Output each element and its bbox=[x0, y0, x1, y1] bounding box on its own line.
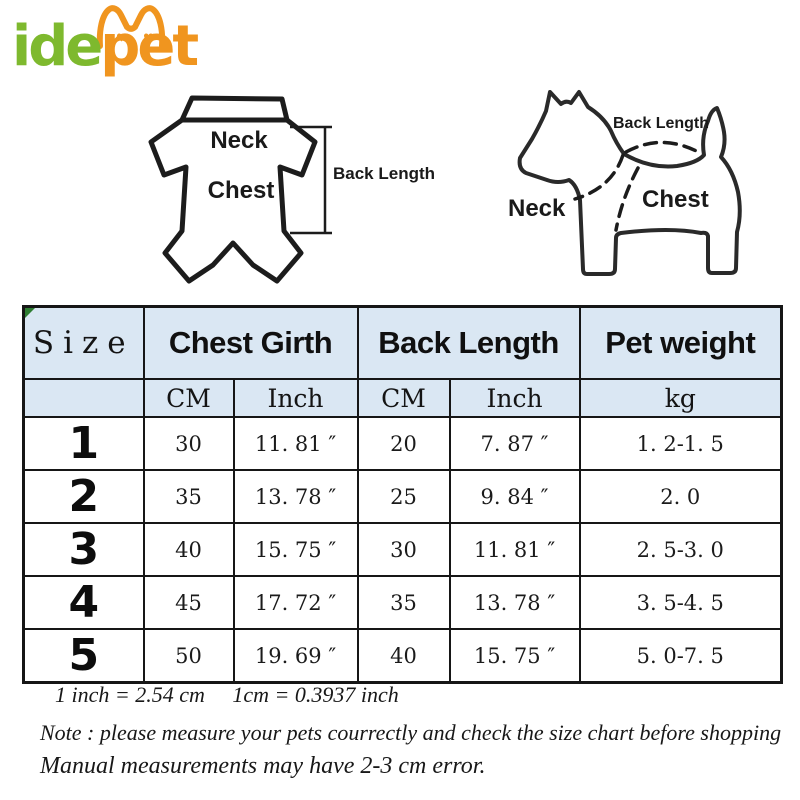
weight-value: 5. 0-7. 5 bbox=[578, 628, 783, 684]
unit-weight-kg: kg bbox=[578, 378, 783, 418]
header-row-main: Size Chest Girth Back Length Pet weight bbox=[22, 305, 783, 380]
weight-value: 2. 0 bbox=[578, 469, 783, 524]
brand-name-ide: ide bbox=[12, 14, 103, 79]
dog-neck-dashed-line bbox=[573, 153, 625, 201]
back-inch-value: 9. 84 ″ bbox=[448, 469, 581, 524]
chest-cm-value: 40 bbox=[142, 522, 235, 577]
back-cm-value: 20 bbox=[356, 416, 451, 471]
chest-cm-value: 30 bbox=[142, 416, 235, 471]
unit-chest-inch: Inch bbox=[232, 378, 359, 418]
size-row-4: 4 45 17. 72 ″ 35 13. 78 ″ 3. 5-4. 5 bbox=[22, 575, 783, 630]
chest-inch-value: 11. 81 ″ bbox=[232, 416, 359, 471]
col-header-size: Size bbox=[22, 305, 145, 380]
col-header-pet-weight: Pet weight bbox=[578, 305, 783, 380]
back-inch-value: 11. 81 ″ bbox=[448, 522, 581, 577]
chest-inch-value: 19. 69 ″ bbox=[232, 628, 359, 684]
size-row-3: 3 40 15. 75 ″ 30 11. 81 ″ 2. 5-3. 0 bbox=[22, 522, 783, 577]
dog-back-length-label: Back Length bbox=[613, 115, 709, 132]
chest-cm-value: 45 bbox=[142, 575, 235, 630]
garment-collar-outline bbox=[179, 95, 290, 123]
size-value: 3 bbox=[22, 522, 145, 577]
size-value: 5 bbox=[22, 628, 145, 684]
size-value: 2 bbox=[22, 469, 145, 524]
unit-conversion-note: 1 inch = 2.54 cm 1cm = 0.3937 inch bbox=[55, 682, 399, 707]
dog-chest-label: Chest bbox=[642, 186, 709, 213]
back-inch-value: 15. 75 ″ bbox=[448, 628, 581, 684]
chest-inch-value: 15. 75 ″ bbox=[232, 522, 359, 577]
garment-chest-label: Chest bbox=[208, 177, 275, 204]
dog-neck-label: Neck bbox=[508, 195, 566, 222]
col-header-back-length: Back Length bbox=[356, 305, 581, 380]
measure-note-line2: Manual measurements may have 2-3 cm erro… bbox=[40, 753, 486, 779]
unit-back-inch: Inch bbox=[448, 378, 581, 418]
dog-back-length-dashed-line bbox=[624, 140, 704, 156]
size-value: 4 bbox=[22, 575, 145, 630]
dog-measurement-diagram: Back Length Neck Chest bbox=[508, 90, 742, 276]
size-chart-table: Size Chest Girth Back Length Pet weight … bbox=[22, 305, 784, 684]
unit-blank-cell bbox=[22, 378, 145, 418]
back-cm-value: 40 bbox=[356, 628, 451, 684]
back-cm-value: 25 bbox=[356, 469, 451, 524]
size-row-5: 5 50 19. 69 ″ 40 15. 75 ″ 5. 0-7. 5 bbox=[22, 628, 783, 684]
dog-chest-dashed-line bbox=[614, 166, 640, 232]
chest-inch-value: 13. 78 ″ bbox=[232, 469, 359, 524]
weight-value: 1. 2-1. 5 bbox=[578, 416, 783, 471]
weight-value: 3. 5-4. 5 bbox=[578, 575, 783, 630]
back-inch-value: 7. 87 ″ bbox=[448, 416, 581, 471]
weight-value: 2. 5-3. 0 bbox=[578, 522, 783, 577]
back-cm-value: 30 bbox=[356, 522, 451, 577]
size-row-2: 2 35 13. 78 ″ 25 9. 84 ″ 2. 0 bbox=[22, 469, 783, 524]
garment-back-length-label: Back Length bbox=[333, 164, 435, 183]
dog-outline bbox=[517, 90, 742, 276]
unit-back-cm: CM bbox=[356, 378, 451, 418]
header-row-units: CM Inch CM Inch kg bbox=[22, 378, 783, 418]
unit-chest-cm: CM bbox=[142, 378, 235, 418]
back-cm-value: 35 bbox=[356, 575, 451, 630]
chest-cm-value: 35 bbox=[142, 469, 235, 524]
garment-measurement-diagram: Neck Chest Back Length bbox=[148, 95, 435, 284]
size-row-1: 1 30 11. 81 ″ 20 7. 87 ″ 1. 2-1. 5 bbox=[22, 416, 783, 471]
chest-inch-value: 17. 72 ″ bbox=[232, 575, 359, 630]
col-header-chest-girth: Chest Girth bbox=[142, 305, 359, 380]
brand-name-pet: pet bbox=[100, 14, 199, 79]
back-inch-value: 13. 78 ″ bbox=[448, 575, 581, 630]
cat-ears-icon bbox=[96, 5, 166, 49]
cell-corner-marker bbox=[25, 308, 35, 318]
garment-neck-label: Neck bbox=[210, 127, 268, 154]
measure-note-line1: Note : please measure your pets courrect… bbox=[40, 720, 782, 745]
brand-name: idepet bbox=[12, 14, 199, 79]
size-value: 1 bbox=[22, 416, 145, 471]
garment-body-outline bbox=[148, 117, 318, 284]
chest-cm-value: 50 bbox=[142, 628, 235, 684]
